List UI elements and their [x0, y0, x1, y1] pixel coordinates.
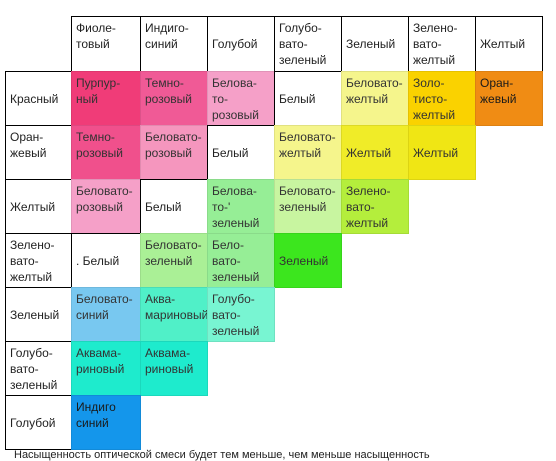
color-cell: Зелено- вато- желтый — [341, 179, 409, 234]
color-cell: . Белый — [71, 233, 141, 288]
color-cell: Золо- тисто- желтый — [408, 71, 476, 126]
row-header: Голубо- вато- зеленый — [5, 341, 72, 396]
column-header: Фиоле- товый — [71, 16, 141, 72]
color-cell: Аквама- риновый — [71, 341, 141, 396]
row-header: Желтый — [5, 179, 72, 234]
column-header: Голубо- вато- зеленый — [274, 16, 342, 72]
color-cell: Беловато- желтый — [341, 71, 409, 126]
color-cell: Белый — [140, 179, 208, 234]
column-header: Индиго- синий — [140, 16, 208, 72]
column-header: Зелено- вато- желтый — [408, 16, 476, 72]
color-cell: Индиго синий — [71, 395, 141, 450]
column-header: Голубой — [207, 16, 275, 72]
color-cell: Аква- мариновый — [140, 287, 208, 342]
color-cell: Оран- жевый — [475, 71, 543, 126]
color-cell: Бело- вато- зеленый — [207, 233, 275, 288]
color-cell: Белова- то-' зеленый — [207, 179, 275, 234]
row-header: Зелено- вато- желтый — [5, 233, 72, 288]
color-cell: Беловато- зеленый — [140, 233, 208, 288]
color-cell: Желтый — [408, 125, 476, 180]
color-cell: Темно- розовый — [140, 71, 208, 126]
color-cell: Беловато- желтый — [274, 125, 342, 180]
row-header: Красный — [5, 71, 72, 126]
color-cell: Зеленый — [274, 233, 342, 288]
color-cell: Аквама- риновый — [140, 341, 208, 396]
color-cell: Беловато- зеленый — [274, 179, 342, 234]
color-cell: Белый — [207, 125, 275, 180]
row-header: Зеленый — [5, 287, 72, 342]
column-header: Желтый — [475, 16, 543, 72]
color-cell: Беловато- розовый — [140, 125, 208, 180]
color-cell: Беловато- розовый — [71, 179, 141, 234]
row-header: Голубой — [5, 395, 72, 450]
color-cell: Голубо- вато- зеленый — [207, 287, 275, 342]
row-header: Оран- жевый — [5, 125, 72, 180]
color-cell: Белова- то- розовый — [207, 71, 275, 126]
color-cell: Пурпур- ный — [71, 71, 141, 126]
color-cell: Желтый — [341, 125, 409, 180]
color-cell: Темно- розовый — [71, 125, 141, 180]
column-header: Зеленый — [341, 16, 409, 72]
color-cell: Беловато- синий — [71, 287, 141, 342]
footer-text: Насыщенность оптической смеси будет тем … — [14, 449, 430, 461]
color-cell: Белый — [274, 71, 342, 126]
